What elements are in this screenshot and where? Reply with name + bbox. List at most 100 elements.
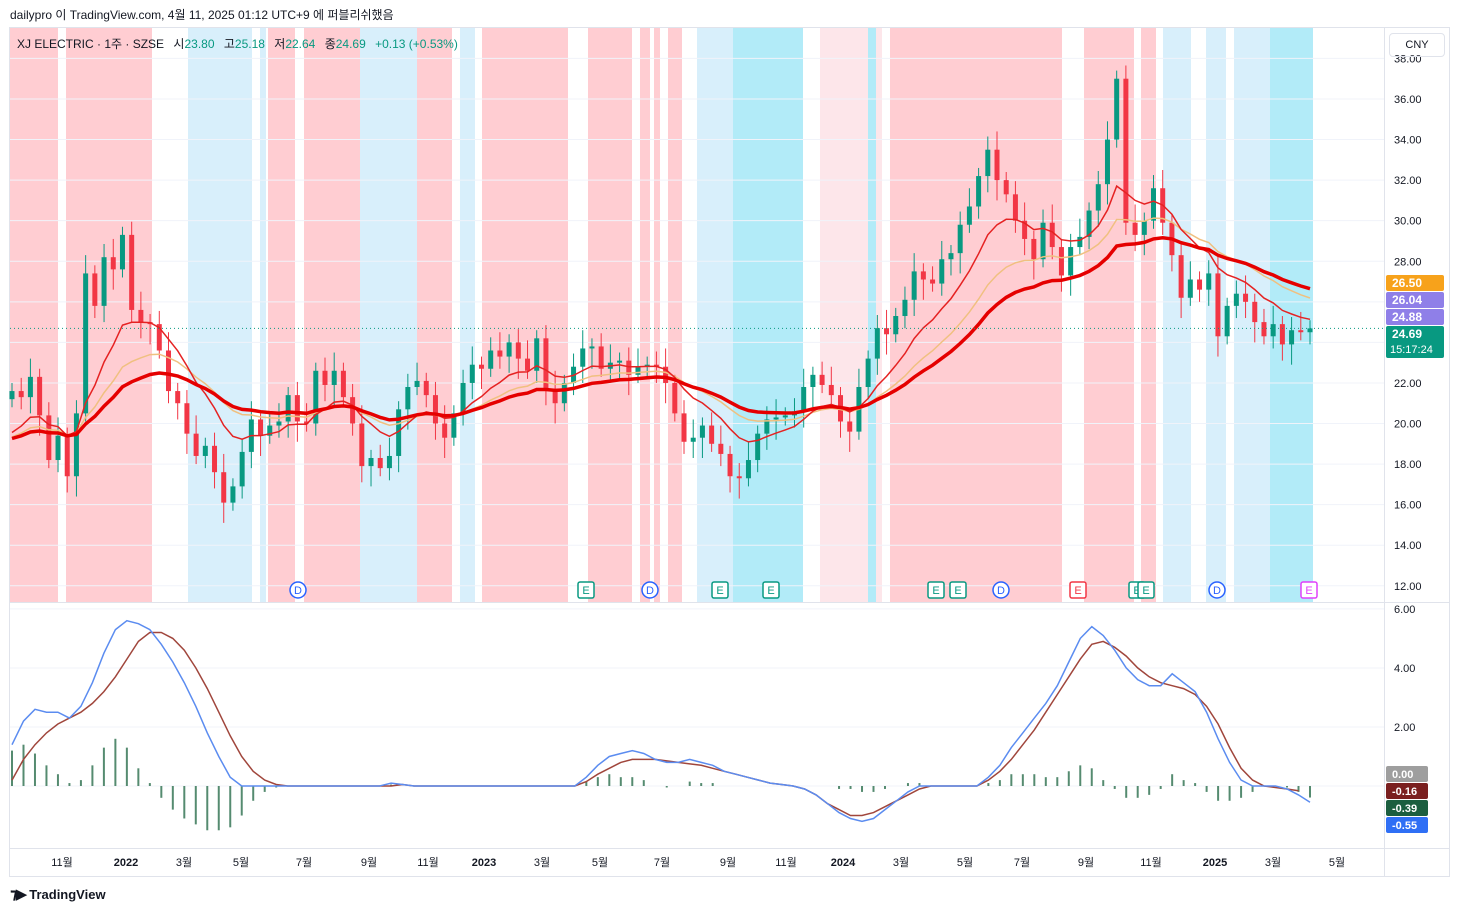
candle-body	[782, 415, 788, 418]
candle-body	[386, 455, 392, 469]
candle-62	[580, 330, 586, 383]
candle-42	[396, 401, 402, 473]
candle-body	[340, 370, 346, 398]
price-label-bg	[1386, 275, 1444, 291]
candle-132	[1224, 297, 1230, 345]
event-marker-5: E	[927, 581, 945, 599]
chart-frame	[9, 27, 1450, 877]
candle-16	[156, 310, 162, 359]
candle-body	[18, 391, 24, 398]
high-value: 25.18	[234, 37, 265, 51]
candle-body	[1151, 188, 1157, 221]
event-marker-4: E	[762, 581, 780, 599]
candle-body	[1224, 305, 1230, 337]
candle-body	[515, 342, 521, 359]
candle-91	[847, 408, 853, 452]
candle-body	[258, 419, 264, 436]
candle-body	[902, 299, 908, 317]
candle-body	[580, 348, 586, 367]
candle-36	[340, 362, 346, 406]
candle-body	[966, 206, 972, 225]
candle-49	[460, 369, 466, 426]
candle-116	[1077, 218, 1083, 256]
pane-divider[interactable]	[9, 602, 1450, 603]
event-marker-1: E	[577, 581, 595, 599]
regime-band-15	[733, 28, 803, 602]
event-letter: E	[582, 585, 589, 597]
candle-112	[1040, 209, 1046, 268]
candle-105	[976, 167, 982, 219]
candle-59	[552, 370, 558, 424]
candle-body	[432, 395, 438, 424]
currency-button[interactable]: CNY	[1389, 33, 1445, 57]
candle-100	[930, 266, 936, 292]
candle-87	[810, 366, 816, 408]
time-tick-label-4: 7월	[296, 856, 312, 869]
candle-72	[672, 374, 678, 422]
time-tick-label-11: 9월	[720, 856, 736, 869]
candle-6	[64, 427, 70, 493]
candle-body	[736, 476, 742, 479]
macd-label-text: 0.00	[1392, 769, 1413, 781]
event-letter: D	[1213, 585, 1221, 597]
ema-slow-line	[11, 236, 1311, 441]
candle-95	[884, 309, 890, 355]
price-tick-label-12: 14.00	[1394, 540, 1422, 552]
candle-body	[1040, 222, 1046, 260]
candle-body	[957, 224, 963, 254]
ema-mid-line	[11, 217, 1311, 438]
symbol-name[interactable]: XJ ELECTRIC · 1주 · SZSE	[17, 37, 165, 51]
regime-band-18	[876, 28, 882, 602]
regime-band-17	[868, 28, 876, 602]
candle-93	[865, 350, 871, 400]
candle-108	[1003, 172, 1009, 203]
candle-23	[221, 453, 227, 523]
candle-50	[469, 346, 475, 400]
event-marker-6: E	[949, 581, 967, 599]
open-value: 23.80	[184, 37, 215, 51]
candle-body	[230, 486, 236, 503]
price-tick-label-1: 36.00	[1394, 94, 1422, 106]
time-tick-label-20: 3월	[1265, 856, 1281, 869]
earnings-icon	[1300, 581, 1318, 599]
dividend-icon	[1208, 581, 1226, 599]
candle-44	[414, 362, 420, 396]
candle-13	[129, 221, 135, 323]
earnings-icon	[577, 581, 595, 599]
time-tick-label-9: 5월	[592, 856, 608, 869]
event-marker-3: E	[711, 581, 729, 599]
candle-52	[488, 337, 494, 377]
candle-58	[543, 325, 549, 406]
price-label-1: 26.04	[1386, 292, 1444, 308]
candle-45	[423, 372, 429, 408]
regime-band-4	[268, 28, 295, 602]
regime-band-11	[640, 28, 650, 602]
candle-55	[515, 329, 521, 379]
candle-body	[165, 350, 171, 392]
candle-66	[617, 352, 623, 379]
tradingview-logo[interactable]: ⁊▶ TradingView	[10, 885, 106, 903]
price-label-3: 24.69 15:17:24	[1386, 326, 1444, 358]
candle-body	[377, 457, 383, 469]
candle-body	[911, 271, 917, 300]
candle-body	[994, 149, 1000, 181]
candle-27	[258, 411, 264, 456]
macd-signal-line	[11, 631, 1299, 817]
price-label-bg	[1386, 326, 1444, 358]
macd-label-text: -0.39	[1392, 803, 1417, 815]
event-marker-8: E	[1069, 581, 1087, 599]
brand-name: TradingView	[29, 886, 106, 902]
candle-81	[755, 425, 761, 473]
event-marker-0: D	[289, 581, 307, 599]
time-tick-label-7: 2023	[472, 857, 496, 869]
regime-band-8	[460, 28, 475, 602]
candle-body	[27, 376, 33, 398]
candle-111	[1031, 230, 1037, 280]
candle-48	[451, 405, 457, 446]
candle-46	[432, 381, 438, 440]
event-letter: E	[1305, 585, 1312, 597]
candle-body	[184, 403, 190, 434]
candle-76	[709, 412, 715, 452]
candle-body	[589, 346, 595, 349]
